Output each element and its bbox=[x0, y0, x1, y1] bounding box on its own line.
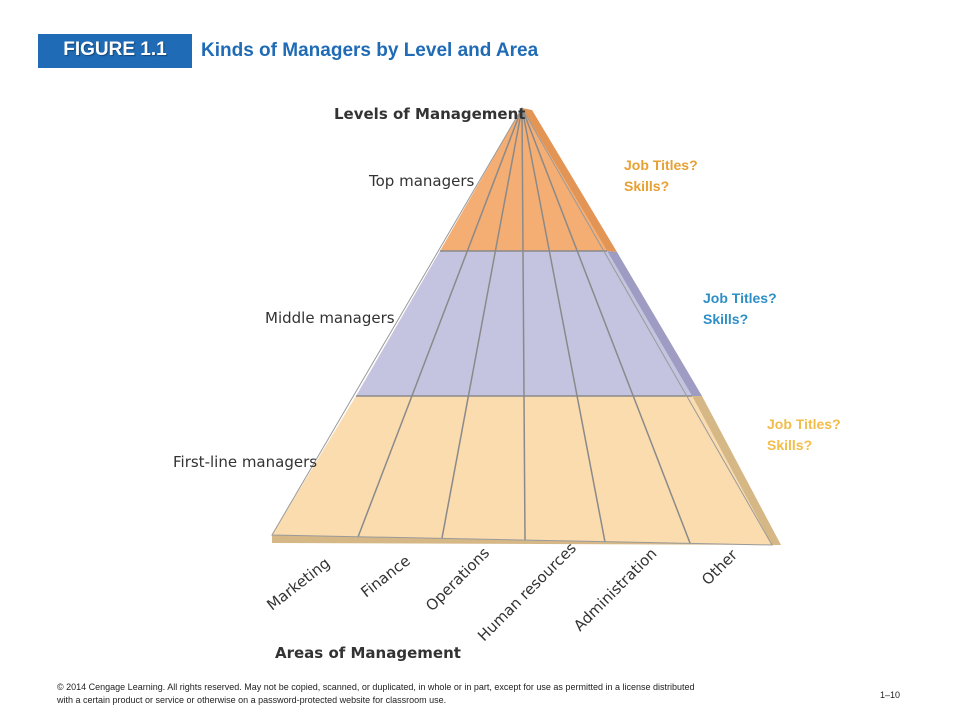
area-divider-5 bbox=[521, 107, 691, 544]
pyramid-side-top bbox=[522, 108, 617, 252]
figure-title: Kinds of Managers by Level and Area bbox=[201, 40, 539, 61]
figure-label-tab: FIGURE 1.1 bbox=[38, 34, 192, 68]
side-note-job-titles: Job Titles? bbox=[624, 157, 698, 173]
band-first-line-managers bbox=[272, 396, 772, 545]
area-label-marketing: Marketing bbox=[263, 554, 333, 614]
pyramid-side-middle bbox=[607, 251, 702, 396]
side-note-middle-level: Job Titles? Skills? bbox=[703, 288, 777, 330]
pyramid-base-edge bbox=[272, 535, 781, 545]
level-label-first-line: First-line managers bbox=[173, 453, 317, 471]
pyramid-side-first-line bbox=[692, 396, 781, 545]
copyright-notice: © 2014 Cengage Learning. All rights rese… bbox=[57, 682, 695, 705]
area-label-administration: Administration bbox=[570, 544, 660, 634]
side-note-skills: Skills? bbox=[624, 178, 670, 194]
area-divider-1 bbox=[357, 107, 523, 538]
area-label-finance: Finance bbox=[357, 552, 413, 602]
side-note-first-line-level: Job Titles? Skills? bbox=[767, 414, 841, 456]
side-note-skills: Skills? bbox=[703, 311, 749, 327]
area-divider-2 bbox=[441, 107, 523, 539]
levels-heading: Levels of Management bbox=[334, 105, 525, 123]
side-note-skills: Skills? bbox=[767, 437, 813, 453]
area-divider-3 bbox=[521, 107, 526, 541]
area-label-other: Other bbox=[698, 545, 741, 588]
area-divider-4 bbox=[521, 107, 606, 543]
level-label-top: Top managers bbox=[368, 172, 475, 190]
areas-heading: Areas of Management bbox=[275, 644, 461, 662]
page-number: 1–10 bbox=[880, 690, 901, 700]
side-note-job-titles: Job Titles? bbox=[767, 416, 841, 432]
pyramid-outline bbox=[271, 107, 773, 546]
area-label-operations: Operations bbox=[422, 544, 493, 615]
side-note-job-titles: Job Titles? bbox=[703, 290, 777, 306]
figure-label: FIGURE 1.1 bbox=[63, 39, 167, 60]
side-note-top-level: Job Titles? Skills? bbox=[624, 155, 698, 197]
level-label-middle: Middle managers bbox=[265, 309, 395, 327]
